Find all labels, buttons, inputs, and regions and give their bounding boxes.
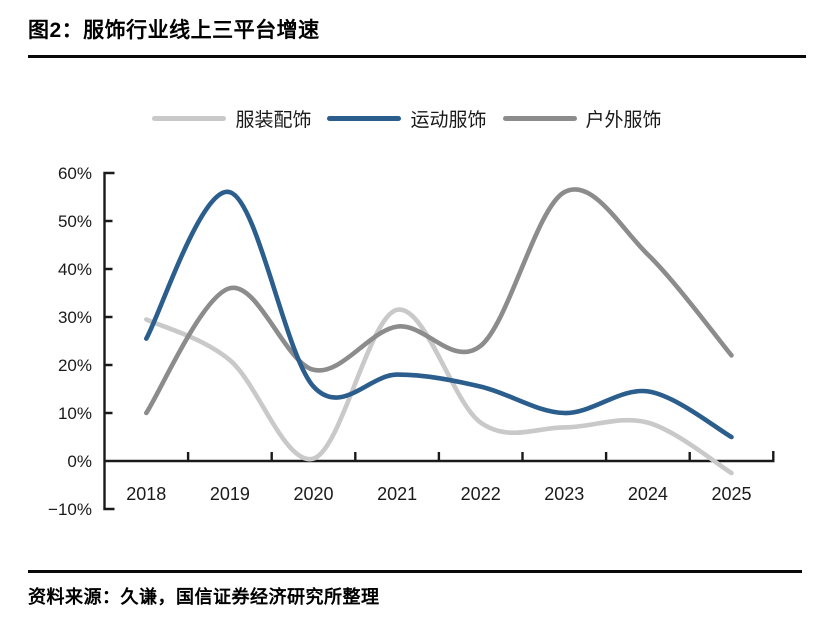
legend-item-2: 户外服饰 [502,105,662,132]
legend-label: 户外服饰 [585,109,662,131]
series-line-0 [144,307,734,476]
axes [103,171,775,511]
source-rule [28,570,802,573]
series-line-2 [144,187,734,416]
y-tick-label: 40% [58,260,92,279]
x-tick-label: 2022 [461,484,501,504]
x-tick-label: 2023 [544,484,584,504]
source-note: 资料来源：久谦，国信证券经济研究所整理 [28,587,380,607]
x-tick-label: 2019 [210,484,250,504]
x-tick-label: 2025 [711,484,751,504]
y-tick-label: −10% [48,500,92,519]
legend-item-1: 运动服饰 [327,105,487,132]
figure-title: 图2：服饰行业线上三平台增速 [28,19,320,42]
y-tick-label: 60% [58,164,92,183]
legend-label: 服装配饰 [235,109,312,131]
x-tick-label: 2024 [628,484,668,504]
y-tick-label: 10% [58,404,92,423]
legend-item-0: 服装配饰 [152,105,311,132]
series-line-1 [144,189,734,440]
chart-legend: 服装配饰 运动服饰 户外服饰 [0,105,814,131]
legend-line-swatch [327,115,402,121]
title-rule [28,55,806,58]
legend-line-swatch [152,115,227,121]
y-tick-label: 30% [58,308,92,327]
x-tick-label: 2020 [293,484,333,504]
y-tick-label: 50% [58,212,92,231]
legend-label: 运动服饰 [410,109,487,131]
y-tick-label: 20% [58,356,92,375]
x-tick-label: 2018 [126,484,166,504]
legend-line-swatch [502,115,577,121]
x-tick-label: 2021 [377,484,417,504]
y-tick-label: 0% [67,452,92,471]
